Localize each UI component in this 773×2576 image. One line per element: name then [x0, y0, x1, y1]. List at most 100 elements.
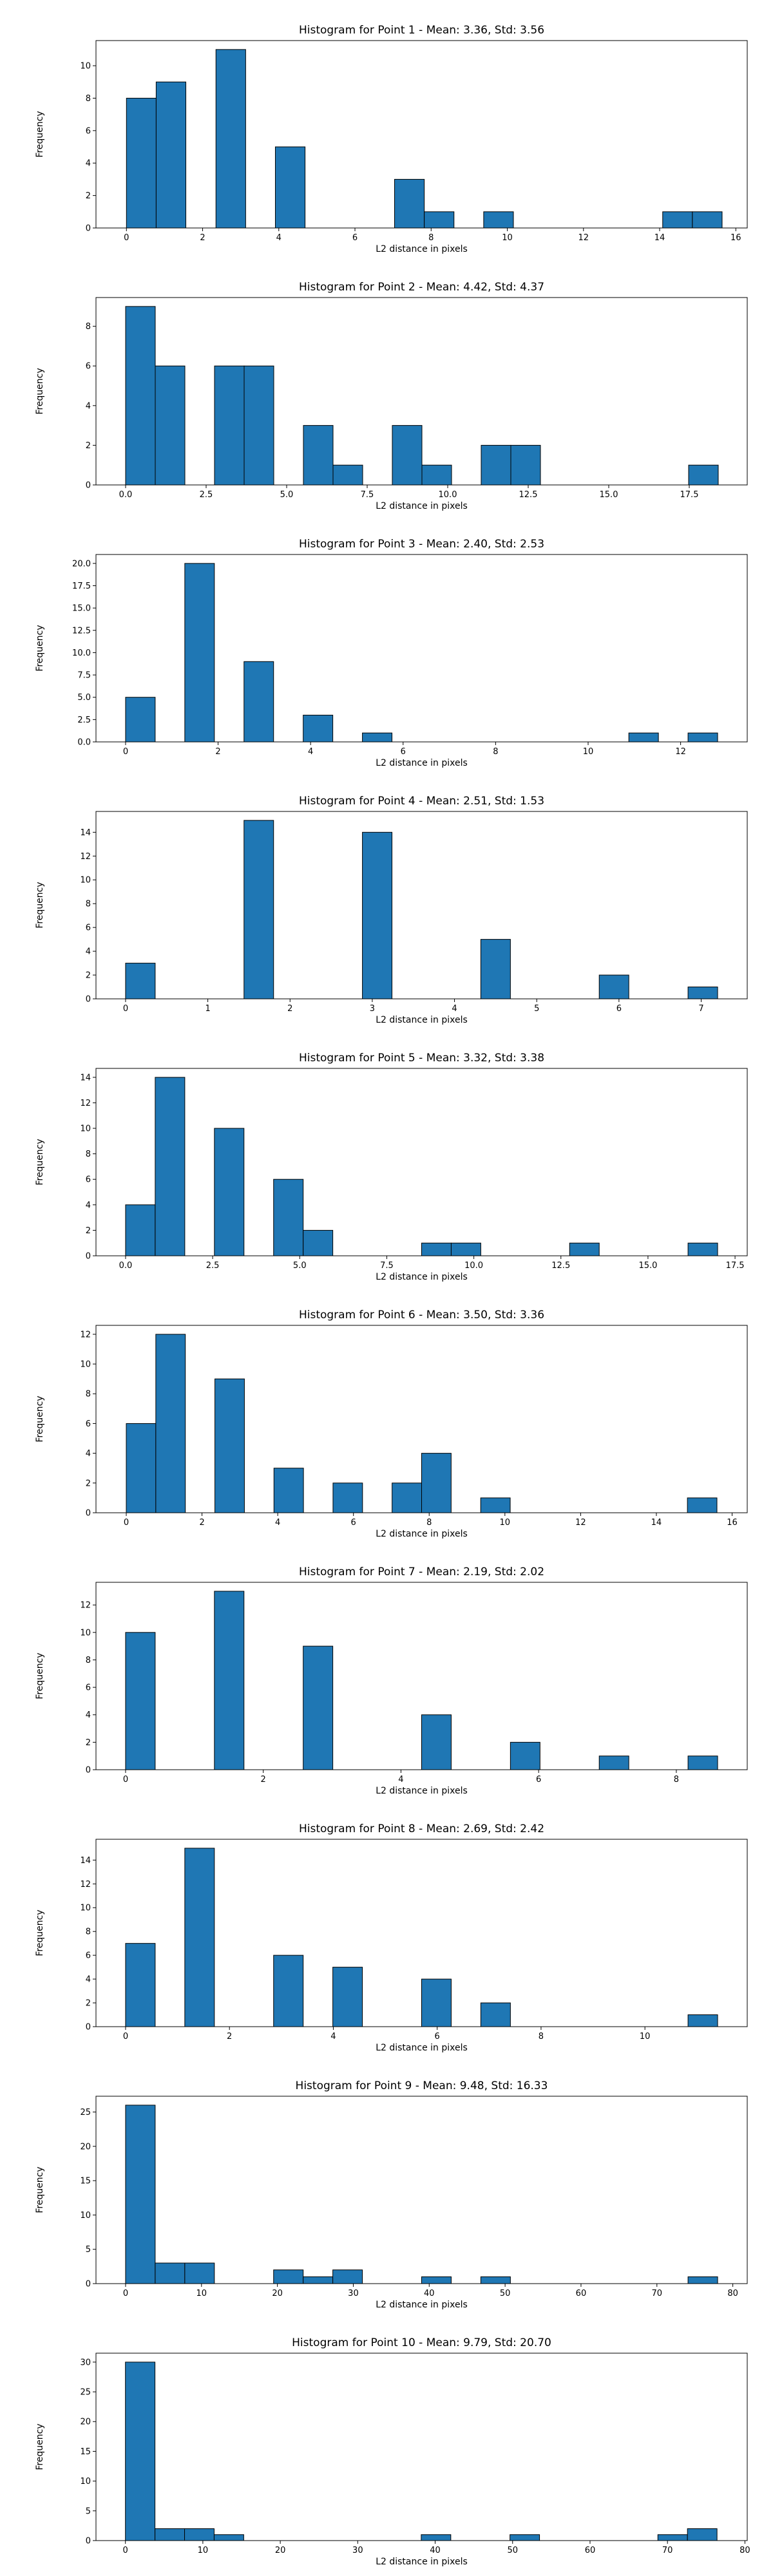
x-tick-label: 5 — [534, 1004, 539, 1014]
y-tick-label: 0 — [86, 2023, 91, 2032]
histogram-bar — [214, 365, 245, 486]
y-tick-label: 10.0 — [72, 649, 91, 658]
histogram-bar — [687, 1242, 718, 1256]
y-tick-label: 0.0 — [77, 738, 91, 748]
x-tick-label: 2 — [215, 747, 220, 757]
x-tick-label: 6 — [616, 1004, 622, 1014]
chart-title: Histogram for Point 8 - Mean: 2.69, Std:… — [299, 1823, 544, 1835]
y-tick-label: 4 — [86, 1449, 91, 1459]
histogram-bar — [688, 464, 719, 486]
x-tick-label: 8 — [674, 1775, 679, 1785]
histogram-bar — [687, 987, 718, 999]
y-tick-label: 8 — [86, 1150, 91, 1159]
histogram-bar — [392, 1482, 423, 1513]
x-tick-label: 80 — [727, 2289, 738, 2298]
histogram-bar — [598, 974, 629, 999]
histogram-bar — [424, 211, 455, 229]
y-tick-label: 12 — [80, 1099, 91, 1108]
histogram-bar — [184, 563, 215, 743]
histogram-panel-2: Histogram for Point 2 - Mean: 4.42, Std:… — [35, 281, 748, 511]
x-tick-label: 6 — [401, 747, 406, 757]
x-tick-label: 0 — [124, 1518, 129, 1528]
x-tick-label: 16 — [727, 1518, 738, 1528]
histogram-bar — [332, 1482, 363, 1513]
histogram-bar — [125, 2362, 156, 2541]
histogram-bar — [687, 1756, 718, 1770]
x-tick-label: 0 — [123, 2289, 128, 2298]
x-tick-label: 50 — [507, 2546, 518, 2555]
x-tick-label: 10 — [583, 747, 594, 757]
histogram-bar — [243, 820, 274, 999]
y-tick-label: 15 — [80, 2177, 91, 2186]
x-tick-label: 17.5 — [726, 1261, 745, 1271]
histogram-bar — [598, 1756, 629, 1770]
histogram-bar — [332, 464, 363, 486]
chart-title: Histogram for Point 5 - Mean: 3.32, Std:… — [299, 1052, 544, 1065]
y-tick-label: 6 — [86, 1951, 91, 1961]
y-axis-label: Frequency — [35, 2423, 45, 2470]
histogram-bar — [332, 2269, 363, 2284]
x-tick-label: 1 — [205, 1004, 210, 1014]
x-tick-label: 6 — [351, 1518, 356, 1528]
x-tick-label: 12.5 — [551, 1261, 570, 1271]
histogram-bar — [126, 97, 157, 229]
y-tick-label: 2.5 — [77, 715, 91, 725]
x-axis-label: L2 distance in pixels — [376, 244, 468, 254]
chart-title: Histogram for Point 6 - Mean: 3.50, Std:… — [299, 1309, 544, 1321]
y-tick-label: 2 — [86, 1226, 91, 1236]
y-tick-label: 14 — [80, 828, 91, 838]
histogram-bar — [303, 714, 334, 743]
x-tick-label: 14 — [651, 1518, 662, 1528]
y-tick-label: 15 — [80, 2447, 91, 2457]
histogram-bar — [125, 1204, 156, 1256]
x-tick-label: 4 — [452, 1004, 457, 1014]
histogram-bar — [273, 2269, 304, 2284]
histogram-bar — [480, 2002, 511, 2027]
x-tick-label: 5.0 — [293, 1261, 307, 1271]
y-axis-label: Frequency — [35, 1139, 45, 1185]
histogram-bar — [692, 211, 723, 229]
histogram-bar — [510, 1741, 540, 1770]
histogram-bar — [213, 2534, 244, 2541]
y-tick-label: 7.5 — [77, 671, 91, 681]
histogram-bar — [480, 2276, 511, 2284]
histogram-panel-5: Histogram for Point 5 - Mean: 3.32, Std:… — [35, 1052, 748, 1282]
y-tick-label: 2 — [86, 1479, 91, 1488]
histogram-bar — [510, 444, 541, 486]
x-tick-label: 10 — [196, 2289, 207, 2298]
histogram-bar — [125, 697, 156, 743]
axes-frame — [95, 297, 748, 486]
histogram-bar — [125, 1943, 156, 2027]
histogram-bar — [303, 1645, 334, 1770]
x-tick-label: 4 — [398, 1775, 403, 1785]
histogram-bar — [510, 2534, 540, 2541]
histogram-bar — [274, 146, 306, 229]
histogram-bar — [155, 365, 186, 486]
histogram-bar — [362, 732, 393, 743]
y-tick-label: 8 — [86, 322, 91, 332]
x-tick-label: 0.0 — [119, 1261, 133, 1271]
y-tick-label: 6 — [86, 1419, 91, 1429]
y-tick-label: 6 — [86, 923, 91, 933]
x-tick-label: 4 — [330, 2032, 336, 2041]
y-tick-label: 0 — [86, 481, 91, 491]
x-tick-label: 12 — [575, 1518, 586, 1528]
axes-frame — [95, 40, 748, 229]
y-tick-label: 6 — [86, 126, 91, 136]
x-tick-label: 0 — [123, 2546, 128, 2555]
x-tick-label: 70 — [662, 2546, 673, 2555]
histogram-bar — [303, 425, 334, 486]
x-tick-label: 7 — [698, 1004, 703, 1014]
histogram-bar — [657, 2534, 688, 2541]
histogram-panel-6: Histogram for Point 6 - Mean: 3.50, Std:… — [35, 1309, 748, 1539]
x-tick-label: 8 — [426, 1518, 432, 1528]
histogram-bar — [155, 2528, 186, 2541]
histogram-panel-3: Histogram for Point 3 - Mean: 2.40, Std:… — [35, 538, 748, 768]
y-tick-label: 15.0 — [72, 604, 91, 614]
x-tick-label: 10 — [500, 1518, 511, 1528]
x-tick-label: 0 — [123, 1004, 128, 1014]
x-tick-label: 80 — [740, 2546, 750, 2555]
x-tick-label: 7.5 — [361, 490, 374, 500]
y-tick-label: 14 — [80, 1073, 91, 1083]
x-axis-label: L2 distance in pixels — [376, 2043, 468, 2053]
